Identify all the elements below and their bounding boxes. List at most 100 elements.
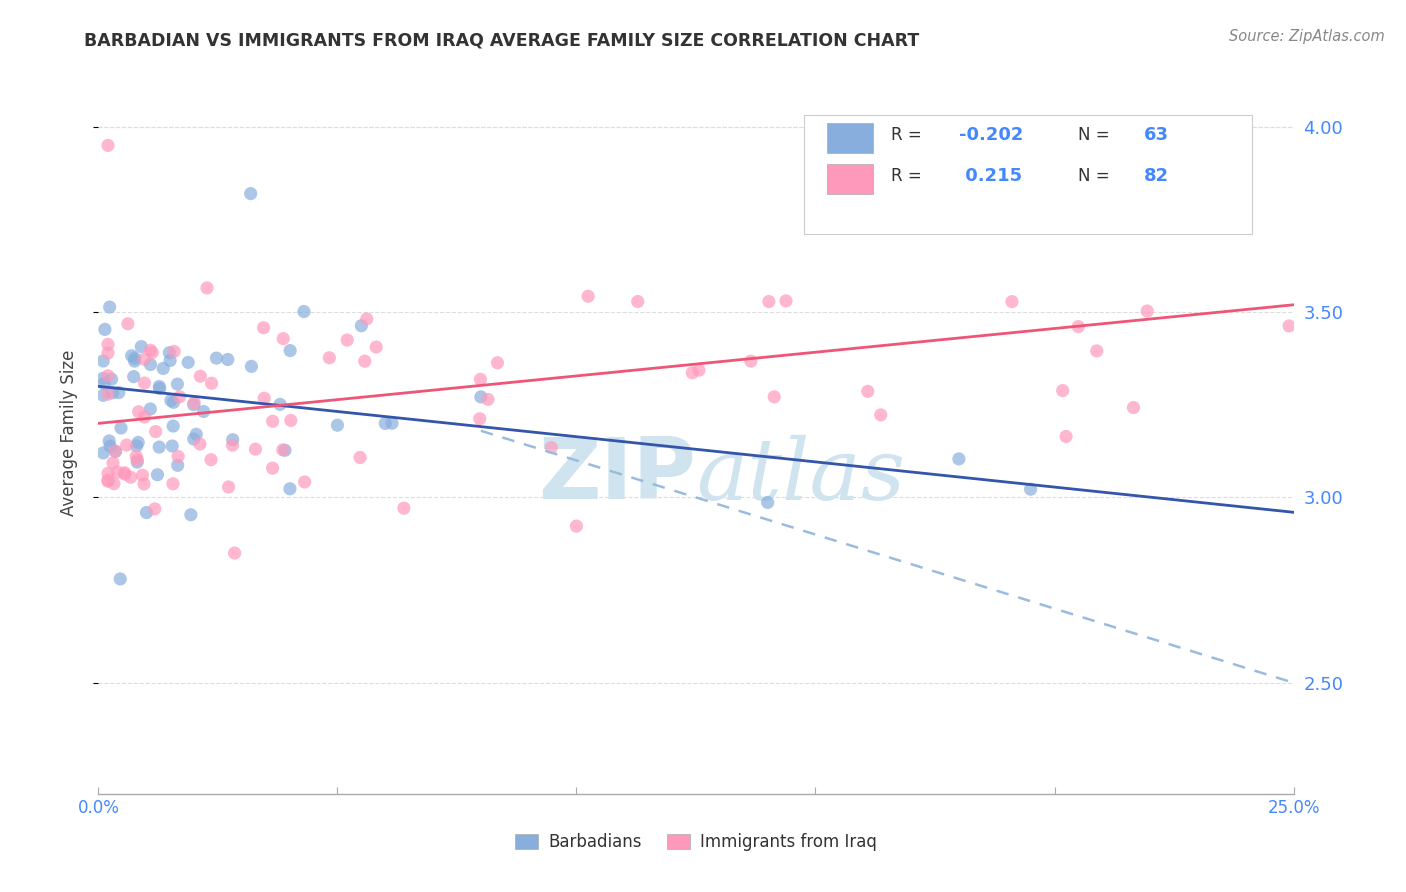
Point [1136, 304, 1159, 318]
Point [97, 467, 120, 481]
Point [127, 455, 149, 469]
Point [110, 421, 132, 435]
Point [91, 446, 114, 460]
Point [159, 353, 181, 368]
Point [97, 475, 120, 489]
Point [239, 186, 262, 201]
Point [183, 396, 205, 410]
Point [195, 281, 218, 295]
Point [110, 572, 132, 586]
Point [1122, 401, 1144, 415]
Point [763, 390, 786, 404]
Point [262, 461, 284, 475]
Point [292, 304, 315, 318]
Point [200, 452, 222, 467]
Point [269, 397, 291, 411]
Point [366, 340, 388, 354]
Point [193, 404, 215, 418]
Point [104, 444, 127, 458]
Point [145, 425, 167, 439]
Point [166, 458, 188, 473]
Point [1085, 343, 1108, 358]
Point [98, 300, 121, 314]
Point [278, 482, 301, 496]
Point [565, 519, 588, 533]
Point [128, 405, 150, 419]
Point [1052, 384, 1074, 398]
Point [134, 410, 156, 425]
Point [353, 354, 375, 368]
Point [758, 294, 780, 309]
Point [169, 390, 191, 404]
Point [294, 475, 316, 489]
Point [143, 501, 166, 516]
Point [688, 363, 710, 377]
Point [160, 393, 183, 408]
Point [470, 372, 492, 386]
Point [381, 416, 404, 430]
Point [221, 433, 243, 447]
Point [245, 442, 267, 457]
Text: BARBADIAN VS IMMIGRANTS FROM IRAQ AVERAGE FAMILY SIZE CORRELATION CHART: BARBADIAN VS IMMIGRANTS FROM IRAQ AVERAG… [84, 31, 920, 49]
Point [125, 449, 148, 463]
Point [104, 444, 127, 458]
Text: N =: N = [1078, 126, 1109, 144]
Point [93, 376, 115, 391]
Text: N =: N = [1078, 167, 1109, 186]
Point [139, 358, 162, 372]
Point [350, 318, 373, 333]
Point [280, 413, 302, 427]
Point [163, 344, 186, 359]
Point [167, 450, 190, 464]
Point [627, 294, 650, 309]
Point [127, 435, 149, 450]
Point [97, 337, 120, 351]
Point [262, 414, 284, 428]
Point [162, 476, 184, 491]
Point [146, 467, 169, 482]
Point [183, 398, 205, 412]
Point [148, 440, 170, 454]
Point [180, 508, 202, 522]
Point [132, 477, 155, 491]
Point [252, 320, 274, 334]
Point [122, 369, 145, 384]
Point [94, 322, 117, 336]
Point [149, 382, 172, 396]
Point [157, 345, 180, 359]
Point [131, 468, 153, 483]
Text: 63: 63 [1144, 126, 1170, 144]
Point [91, 354, 114, 368]
Point [97, 387, 120, 401]
Point [186, 427, 208, 442]
Point [101, 385, 124, 400]
Point [91, 371, 114, 385]
Point [125, 439, 148, 453]
Text: 82: 82 [1144, 167, 1170, 186]
Point [240, 359, 263, 374]
Point [127, 453, 149, 467]
Text: 0.215: 0.215 [959, 167, 1022, 186]
Point [160, 439, 183, 453]
Point [117, 317, 139, 331]
Point [253, 391, 276, 405]
Point [115, 438, 138, 452]
Point [278, 343, 301, 358]
Point [470, 390, 492, 404]
Point [224, 546, 246, 560]
Point [121, 349, 143, 363]
Point [141, 345, 163, 359]
Point [152, 361, 174, 376]
Point [107, 385, 129, 400]
Point [221, 438, 243, 452]
FancyBboxPatch shape [804, 115, 1251, 234]
Point [148, 379, 170, 393]
Point [177, 355, 200, 369]
Point [477, 392, 499, 407]
Point [468, 411, 491, 425]
Text: atlas: atlas [696, 434, 905, 517]
Point [188, 437, 211, 451]
Text: ZIP: ZIP [538, 434, 696, 517]
Point [139, 401, 162, 416]
Point [97, 346, 120, 360]
